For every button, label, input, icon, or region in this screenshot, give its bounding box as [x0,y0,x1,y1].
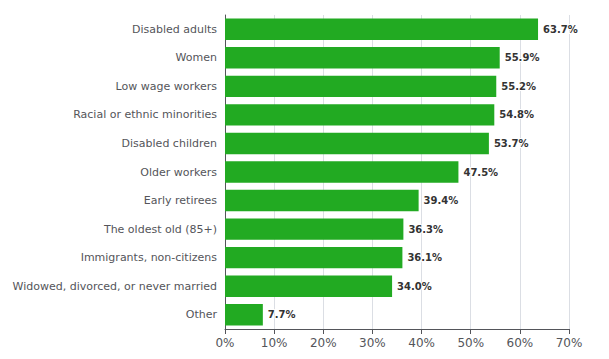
svg-text:Other: Other [186,308,218,321]
svg-text:20%: 20% [310,336,337,350]
svg-text:54.8%: 54.8% [499,109,534,120]
svg-text:55.2%: 55.2% [501,81,536,92]
svg-text:Immigrants, non-citizens: Immigrants, non-citizens [81,251,218,264]
svg-text:47.5%: 47.5% [463,167,498,178]
svg-text:40%: 40% [408,336,435,350]
svg-text:50%: 50% [457,336,484,350]
svg-text:63.7%: 63.7% [543,24,578,35]
svg-text:The oldest old (85+): The oldest old (85+) [103,223,217,236]
svg-text:34.0%: 34.0% [397,281,432,292]
svg-text:53.7%: 53.7% [494,138,529,149]
svg-text:7.7%: 7.7% [268,309,296,320]
svg-text:Disabled adults: Disabled adults [132,23,217,36]
svg-text:70%: 70% [556,336,583,350]
svg-text:10%: 10% [261,336,288,350]
svg-text:55.9%: 55.9% [505,52,540,63]
svg-text:36.3%: 36.3% [408,224,443,235]
svg-text:Racial or ethnic minorities: Racial or ethnic minorities [73,108,217,121]
svg-text:30%: 30% [359,336,386,350]
svg-text:39.4%: 39.4% [424,195,459,206]
svg-text:Disabled children: Disabled children [122,137,217,150]
svg-text:Early retirees: Early retirees [144,194,218,207]
svg-text:60%: 60% [507,336,534,350]
svg-text:Women: Women [176,51,217,64]
svg-text:Low wage workers: Low wage workers [116,80,218,93]
svg-text:36.1%: 36.1% [407,252,442,263]
svg-text:Widowed, divorced, or never ma: Widowed, divorced, or never married [13,280,217,293]
svg-text:Older workers: Older workers [140,166,217,179]
svg-text:0%: 0% [215,336,234,350]
